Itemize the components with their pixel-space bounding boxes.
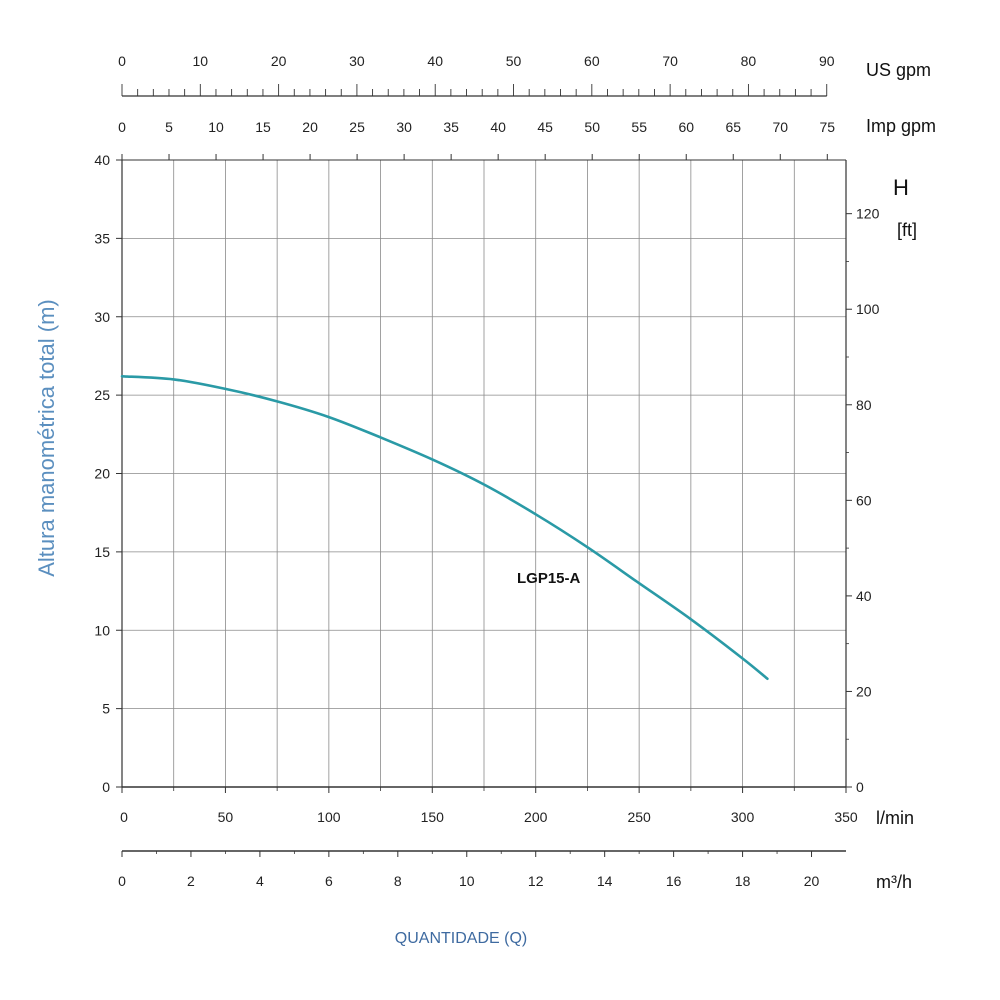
- curve-layer: [120, 375, 769, 681]
- x-axis-title: QUANTIDADE (Q): [395, 930, 527, 947]
- right-tick-label: 0: [856, 779, 864, 795]
- m3h-tick-label: 16: [666, 873, 682, 889]
- grid: [122, 160, 846, 787]
- m3h-tick-label: 20: [804, 873, 820, 889]
- m3h-tick-label: 18: [735, 873, 751, 889]
- impgpm-tick-label: 70: [772, 119, 788, 135]
- impgpm-tick-label: 10: [208, 119, 224, 135]
- y-tick-label: 30: [94, 309, 110, 325]
- usgpm-tick-label: 90: [819, 53, 835, 69]
- m3h-tick-label: 10: [459, 873, 475, 889]
- x-tick-label-lmin: 50: [218, 809, 234, 825]
- x-tick-label-lmin: 250: [627, 809, 651, 825]
- right-tick-label: 60: [856, 492, 872, 508]
- series-label: LGP15-A: [517, 570, 581, 587]
- usgpm-tick-label: 10: [193, 53, 209, 69]
- impgpm-tick-label: 5: [165, 119, 173, 135]
- right-axis-unit-h: H: [893, 175, 909, 200]
- usgpm-tick-label: 0: [118, 53, 126, 69]
- usgpm-tick-label: 60: [584, 53, 600, 69]
- right-tick-label: 80: [856, 397, 872, 413]
- y-tick-label: 20: [94, 466, 110, 482]
- y-tick-label: 10: [94, 622, 110, 638]
- m3h-tick-label: 12: [528, 873, 544, 889]
- m3h-tick-label: 6: [325, 873, 333, 889]
- right-tick-label: 100: [856, 301, 880, 317]
- y-axis-title: Altura manométrica total (m): [34, 299, 59, 577]
- impgpm-tick-label: 30: [396, 119, 412, 135]
- m3h-tick-label: 0: [118, 873, 126, 889]
- impgpm-tick-label: 45: [537, 119, 553, 135]
- x-tick-label-lmin: 150: [421, 809, 445, 825]
- impgpm-tick-label: 50: [584, 119, 600, 135]
- x-axis-unit-impgpm: Imp gpm: [866, 116, 936, 136]
- right-axis-unit-ft: [ft]: [897, 220, 917, 240]
- x-tick-label-lmin: 100: [317, 809, 341, 825]
- impgpm-tick-label: 25: [349, 119, 365, 135]
- m3h-tick-label: 2: [187, 873, 195, 889]
- x-tick-label-lmin: 350: [834, 809, 858, 825]
- usgpm-tick-label: 50: [506, 53, 522, 69]
- y-tick-label: 25: [94, 387, 110, 403]
- labels: H [ft] l/min m³/h Imp gpm US gpm LGP15-A Altura…: [34, 60, 936, 947]
- x-tick-label-lmin: 200: [524, 809, 548, 825]
- right-tick-label: 20: [856, 683, 872, 699]
- right-tick-label: 40: [856, 588, 872, 604]
- x-tick-label-lmin: 300: [731, 809, 755, 825]
- impgpm-tick-label: 55: [631, 119, 647, 135]
- impgpm-tick-label: 20: [302, 119, 318, 135]
- usgpm-tick-label: 20: [271, 53, 287, 69]
- usgpm-tick-label: 70: [662, 53, 678, 69]
- m3h-tick-label: 4: [256, 873, 264, 889]
- y-tick-label: 40: [94, 152, 110, 168]
- usgpm-tick-label: 40: [427, 53, 443, 69]
- impgpm-tick-label: 35: [443, 119, 459, 135]
- y-tick-label: 5: [102, 701, 110, 717]
- impgpm-tick-label: 40: [490, 119, 506, 135]
- usgpm-tick-label: 80: [741, 53, 757, 69]
- y-tick-label: 35: [94, 230, 110, 246]
- x-axis-unit-m3h: m³/h: [876, 872, 912, 892]
- y-tick-label: 0: [102, 779, 110, 795]
- y-tick-label: 15: [94, 544, 110, 560]
- m3h-tick-label: 14: [597, 873, 613, 889]
- impgpm-tick-label: 75: [820, 119, 836, 135]
- m3h-tick-label: 8: [394, 873, 402, 889]
- x-axis-unit-usgpm: US gpm: [866, 60, 931, 80]
- impgpm-tick-label: 60: [678, 119, 694, 135]
- x-tick-label-lmin: 0: [120, 809, 128, 825]
- impgpm-tick-label: 0: [118, 119, 126, 135]
- impgpm-tick-label: 65: [725, 119, 741, 135]
- right-tick-label: 120: [856, 206, 880, 222]
- series-curve-lgp15-a: [120, 375, 769, 681]
- usgpm-tick-label: 30: [349, 53, 365, 69]
- impgpm-tick-label: 15: [255, 119, 271, 135]
- x-axis-unit-lmin: l/min: [876, 808, 914, 828]
